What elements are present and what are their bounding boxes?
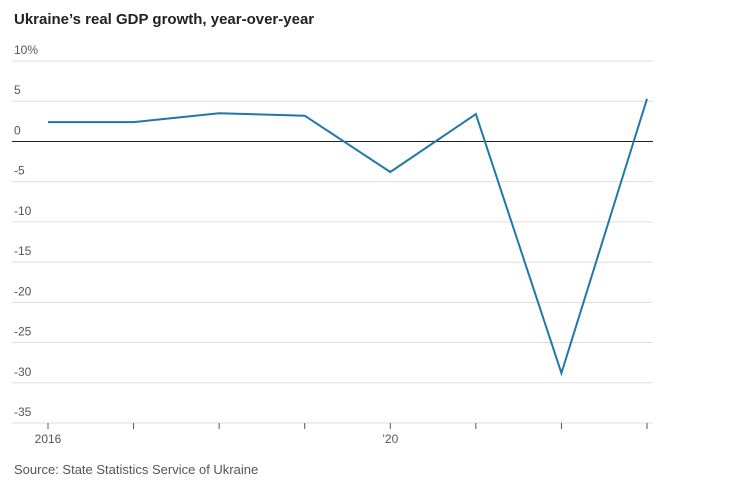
y-tick-label: 0 (14, 123, 21, 137)
y-tick-label: -15 (14, 244, 32, 258)
y-tick-label: 5 (14, 83, 21, 97)
y-tick-label: -10 (14, 204, 32, 218)
x-tick-label: ’20 (382, 432, 398, 446)
x-tick-label: 2016 (35, 432, 62, 446)
source: Source: State Statistics Service of Ukra… (14, 462, 258, 477)
data-line (48, 98, 648, 377)
y-tick-label: -20 (14, 284, 32, 298)
y-tick-label: -5 (14, 164, 25, 178)
chart-title: Ukraine’s real GDP growth, year-over-yea… (14, 11, 314, 28)
y-tick-label: -30 (14, 365, 32, 379)
y-tick-label: -25 (14, 325, 32, 339)
y-tick-label: 10% (14, 43, 38, 57)
y-tick-label: -35 (14, 405, 32, 419)
